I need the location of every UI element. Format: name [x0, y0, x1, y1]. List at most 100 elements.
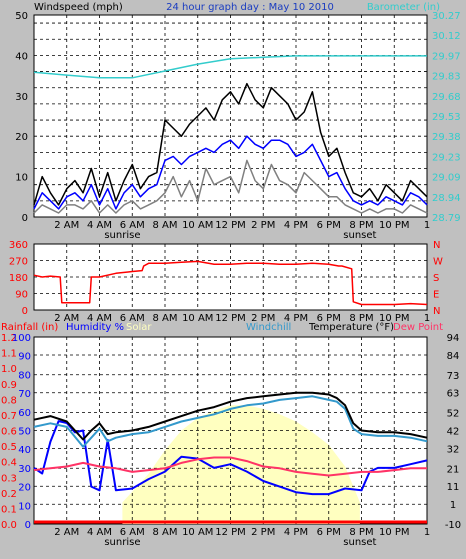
- temperature-tick-label: 42: [447, 427, 460, 438]
- barometer-axis-label: Barometer (in): [367, 2, 440, 13]
- barometer-line: [33, 55, 427, 79]
- wind-panel-x-tick-label: 2 PM: [251, 220, 275, 231]
- wind-avg-line: [33, 135, 428, 210]
- direction-panel-x-tick-label: 10 AM: [182, 313, 213, 324]
- direction-y-tick-label: 270: [9, 257, 28, 268]
- temperature-tick-label: 21: [447, 464, 460, 475]
- temp-panel-x-tick-label: 6 PM: [317, 527, 341, 538]
- humidity-tick-label: 30: [18, 464, 31, 475]
- temperature-tick-label: 73: [447, 371, 460, 382]
- barometer-tick-label: 28.94: [432, 193, 461, 204]
- direction-compass-label: N: [433, 240, 440, 251]
- wind-panel-x-tick-label: 8 PM: [349, 220, 373, 231]
- direction-y-tick-label: 90: [15, 290, 28, 301]
- temp-panel-x-tick-label: 8 PM: [349, 527, 373, 538]
- temperature-tick-label: -10: [445, 520, 461, 531]
- wind-panel-x-tick-label: 6 AM: [120, 220, 145, 231]
- humidity-tick-label: 80: [18, 370, 31, 381]
- barometer-tick-label: 29.83: [432, 72, 461, 83]
- sunrise-label: sunrise: [104, 230, 140, 241]
- barometer-tick-label: 29.68: [432, 92, 461, 103]
- temp-panel-x-tick-label: 2 AM: [54, 527, 79, 538]
- wind-y-tick-label: 50: [15, 11, 28, 22]
- sunset-label: sunset: [343, 230, 376, 241]
- wind-panel-x-tick-label: 8 AM: [152, 220, 177, 231]
- rainfall-tick-label: 0.5: [1, 442, 17, 453]
- direction-compass-label: N: [433, 306, 440, 317]
- humidity-tick-label: 100: [12, 333, 31, 344]
- temp-panel-x-tick-label: 4 PM: [284, 527, 308, 538]
- wind-panel-x-tick-label: 4 AM: [87, 220, 112, 231]
- rainfall-tick-label: 0.9: [1, 380, 17, 391]
- temp-panel-x-tick-label: 12 PM: [215, 527, 246, 538]
- rainfall-tick-label: 0.4: [1, 458, 17, 469]
- direction-line: [33, 260, 428, 306]
- wind-y-tick-label: 40: [15, 51, 28, 62]
- wind-panel-x-tick-label: 10 AM: [182, 220, 213, 231]
- temperature-tick-label: 1: [450, 500, 456, 511]
- barometer-tick-label: 30.27: [432, 11, 461, 22]
- temp-panel-x-tick-label: 1: [424, 527, 430, 538]
- barometer-tick-label: 29.97: [432, 51, 461, 62]
- direction-panel-x-tick-label: 2 PM: [251, 313, 275, 324]
- temperature-tick-label: 84: [447, 351, 460, 362]
- rainfall-tick-label: 0.7: [1, 411, 17, 422]
- temp-panel-x-tick-label: 4 AM: [87, 527, 112, 538]
- wind-panel-x-tick-label: 12 PM: [215, 220, 246, 231]
- chart-title: 24 hour graph day : May 10 2010: [166, 2, 334, 13]
- wind-y-tick-label: 10: [15, 173, 28, 184]
- rainfall-tick-label: 0.1: [1, 504, 17, 515]
- humidity-tick-label: 70: [18, 389, 31, 400]
- temp-panel-x-tick-label: 10 AM: [182, 527, 213, 538]
- sunrise-label: sunrise: [104, 537, 140, 548]
- rainfall-tick-label: 1.2: [1, 333, 17, 344]
- windchill-line: [33, 395, 428, 448]
- humidity-tick-label: 20: [18, 483, 31, 494]
- barometer-tick-label: 28.79: [432, 213, 461, 224]
- rainfall-tick-label: 1.0: [1, 364, 17, 375]
- direction-panel-x-tick-label: 2 AM: [54, 313, 79, 324]
- wind-panel-x-tick-label: 2 AM: [54, 220, 79, 231]
- wind-panel-x-tick-label: 1: [424, 220, 430, 231]
- temperature-tick-label: 11: [447, 482, 460, 493]
- temp-panel-x-tick-label: 10 PM: [379, 527, 410, 538]
- wind-panel-x-tick-label: 4 PM: [284, 220, 308, 231]
- direction-compass-label: S: [433, 273, 439, 284]
- temperature-tick-label: 52: [447, 409, 460, 420]
- rainfall-tick-label: 0.0: [1, 520, 17, 531]
- windchill-axis-label: Windchill: [246, 322, 291, 333]
- rainfall-tick-label: 1.1: [1, 349, 17, 360]
- direction-panel-x-tick-label: 4 PM: [284, 313, 308, 324]
- barometer-tick-label: 30.12: [432, 31, 461, 42]
- temperature-axis-label: Temperature (°F): [308, 322, 394, 333]
- rainfall-axis-label: Rainfall (in): [1, 322, 58, 333]
- wind-y-tick-label: 30: [15, 92, 28, 103]
- solar-axis-label: Solar: [126, 322, 152, 333]
- dewpoint-axis-label: Dew Point: [393, 322, 443, 333]
- barometer-tick-label: 29.53: [432, 112, 461, 123]
- sunset-label: sunset: [343, 537, 376, 548]
- direction-panel-x-tick-label: 6 PM: [317, 313, 341, 324]
- temp-panel-x-tick-label: 6 AM: [120, 527, 145, 538]
- dewpoint-line: [33, 456, 427, 477]
- wind-axis-label: Windspeed (mph): [34, 2, 123, 13]
- solar-area: [122, 405, 360, 524]
- humidity-tick-label: 0: [25, 520, 31, 531]
- direction-panel-x-tick-label: 8 PM: [349, 313, 373, 324]
- wind-min-line: [33, 159, 428, 214]
- direction-y-tick-label: 360: [9, 240, 28, 251]
- rainfall-tick-label: 0.3: [1, 473, 17, 484]
- temp-panel-x-tick-label: 2 PM: [251, 527, 275, 538]
- direction-compass-label: W: [433, 257, 443, 268]
- temperature-line: [33, 391, 428, 441]
- temperature-tick-label: 32: [447, 444, 460, 455]
- wind-y-tick-label: 20: [15, 132, 28, 143]
- direction-panel-x-tick-label: 6 AM: [120, 313, 145, 324]
- humidity-tick-label: 90: [18, 352, 31, 363]
- humidity-axis-label: Humidity %: [66, 322, 124, 333]
- direction-y-tick-label: 0: [22, 306, 28, 317]
- direction-panel-x-tick-label: 4 AM: [87, 313, 112, 324]
- direction-compass-label: E: [433, 290, 439, 301]
- direction-panel-x-tick-label: 12 PM: [215, 313, 246, 324]
